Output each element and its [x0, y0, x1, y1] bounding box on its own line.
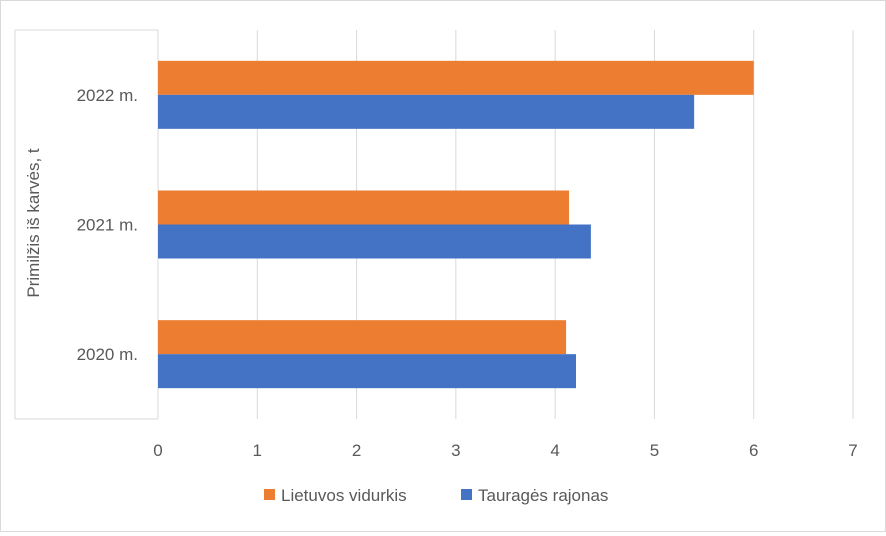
- legend-item-lietuvos-vidurkis-swatch: [264, 489, 275, 500]
- x-tick-label: 3: [451, 441, 460, 460]
- x-tick-label: 5: [650, 441, 659, 460]
- bars: [158, 60, 754, 389]
- legend: Lietuvos vidurkis Tauragės rajonas: [264, 486, 608, 505]
- legend-item-lietuvos-vidurkis-label: Lietuvos vidurkis: [281, 486, 407, 505]
- bar-taurages-rajonas: [158, 94, 695, 129]
- x-tick-label: 6: [749, 441, 758, 460]
- x-tick-label: 0: [153, 441, 162, 460]
- bar-lietuvos-vidurkis: [158, 320, 567, 355]
- x-tick-label: 1: [253, 441, 262, 460]
- x-tick-label: 7: [848, 441, 857, 460]
- legend-item-taurages-rajonas-swatch: [461, 489, 472, 500]
- category-label: 2020 m.: [77, 345, 138, 364]
- category-label: 2022 m.: [77, 86, 138, 105]
- legend-item-taurages-rajonas-label: Tauragės rajonas: [478, 486, 608, 505]
- bar-lietuvos-vidurkis: [158, 190, 570, 225]
- bar-lietuvos-vidurkis: [158, 60, 754, 95]
- bar-taurages-rajonas: [158, 354, 576, 389]
- category-labels: 2020 m. 2021 m. 2022 m.: [77, 86, 138, 364]
- x-tick-label: 4: [550, 441, 559, 460]
- bar-taurages-rajonas: [158, 224, 591, 259]
- x-tick-labels: 0 1 2 3 4 5 6 7: [153, 441, 857, 460]
- y-axis-label: Primilžis iš karvės, t: [24, 148, 43, 298]
- x-tick-label: 2: [352, 441, 361, 460]
- category-label: 2021 m.: [77, 216, 138, 235]
